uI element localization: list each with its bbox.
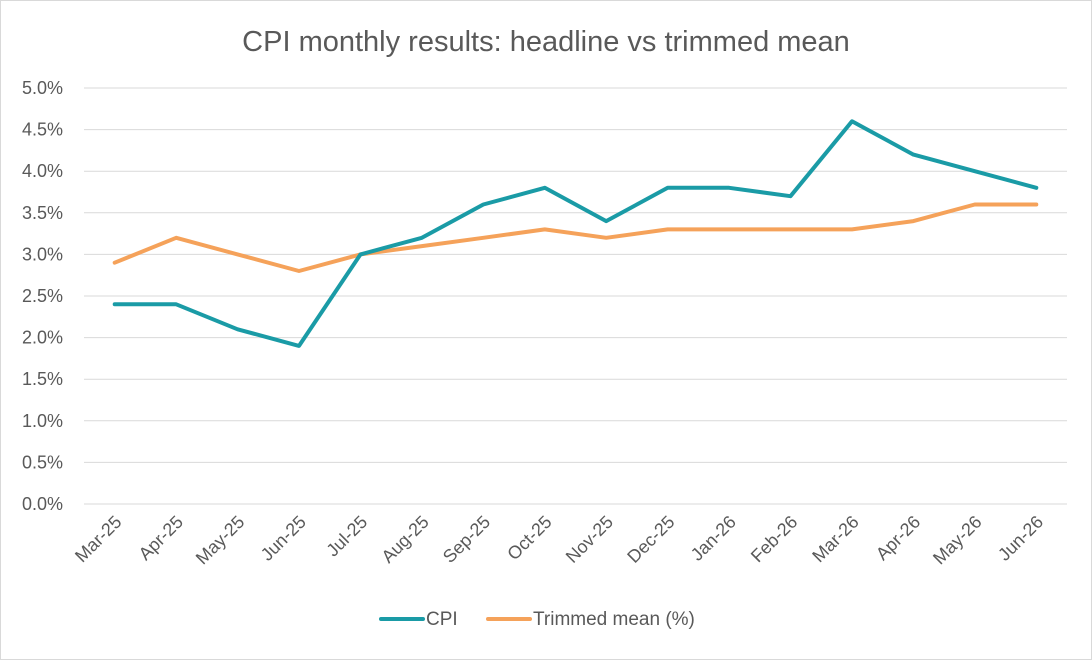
y-tick-label: 5.0% — [22, 78, 63, 98]
y-tick-label: 1.5% — [22, 369, 63, 389]
series-line-trimmed-mean — [112, 202, 1039, 273]
y-tick-label: 2.0% — [22, 328, 63, 348]
x-tick-label: May-25 — [192, 512, 249, 569]
gridlines — [84, 87, 1067, 505]
x-tick-label: Aug-25 — [378, 512, 433, 567]
x-tick-label: Nov-25 — [562, 512, 617, 567]
x-tick-label: Oct-25 — [503, 512, 555, 564]
x-tick-label: Feb-26 — [747, 512, 801, 566]
legend-label: Trimmed mean (%) — [533, 609, 695, 630]
y-tick-label: 1.0% — [22, 411, 63, 431]
x-tick-label: Jun-25 — [257, 512, 310, 565]
x-tick-label: Jul-25 — [322, 512, 371, 561]
chart-title: CPI monthly results: headline vs trimmed… — [242, 26, 850, 58]
x-tick-label: Mar-25 — [71, 512, 125, 566]
legend: CPI Trimmed mean (%) — [379, 609, 695, 630]
x-tick-label: Apr-26 — [872, 512, 924, 564]
y-tick-label: 4.0% — [22, 161, 63, 181]
x-axis-tick-labels: Mar-25 Apr-25 May-25 Jun-25 Jul-25 Aug-25 Sep-… — [71, 512, 1047, 569]
y-tick-label: 0.5% — [22, 452, 63, 472]
y-tick-label: 3.0% — [22, 244, 63, 264]
x-tick-label: Jan-26 — [687, 512, 740, 565]
series-lines — [112, 119, 1039, 348]
y-tick-label: 2.5% — [22, 286, 63, 306]
y-tick-label: 4.5% — [22, 120, 63, 140]
series-line-cpi — [112, 119, 1039, 348]
x-tick-label: Jun-26 — [994, 512, 1047, 565]
x-tick-label: May-26 — [929, 512, 986, 569]
x-tick-label: Dec-25 — [623, 512, 678, 567]
legend-item-cpi: CPI — [379, 609, 458, 630]
y-tick-label: 3.5% — [22, 203, 63, 223]
y-axis-tick-labels: 0.0% 0.5% 1.0% 1.5% 2.0% 2.5% 3.0% 3.5% 4.0% 4.5%… — [22, 78, 63, 514]
legend-item-trimmed-mean: Trimmed mean (%) — [486, 609, 695, 630]
x-tick-label: Apr-25 — [135, 512, 187, 564]
x-tick-label: Mar-26 — [808, 512, 862, 566]
x-tick-label: Sep-25 — [439, 512, 494, 567]
legend-label: CPI — [426, 609, 458, 630]
y-tick-label: 0.0% — [22, 494, 63, 514]
